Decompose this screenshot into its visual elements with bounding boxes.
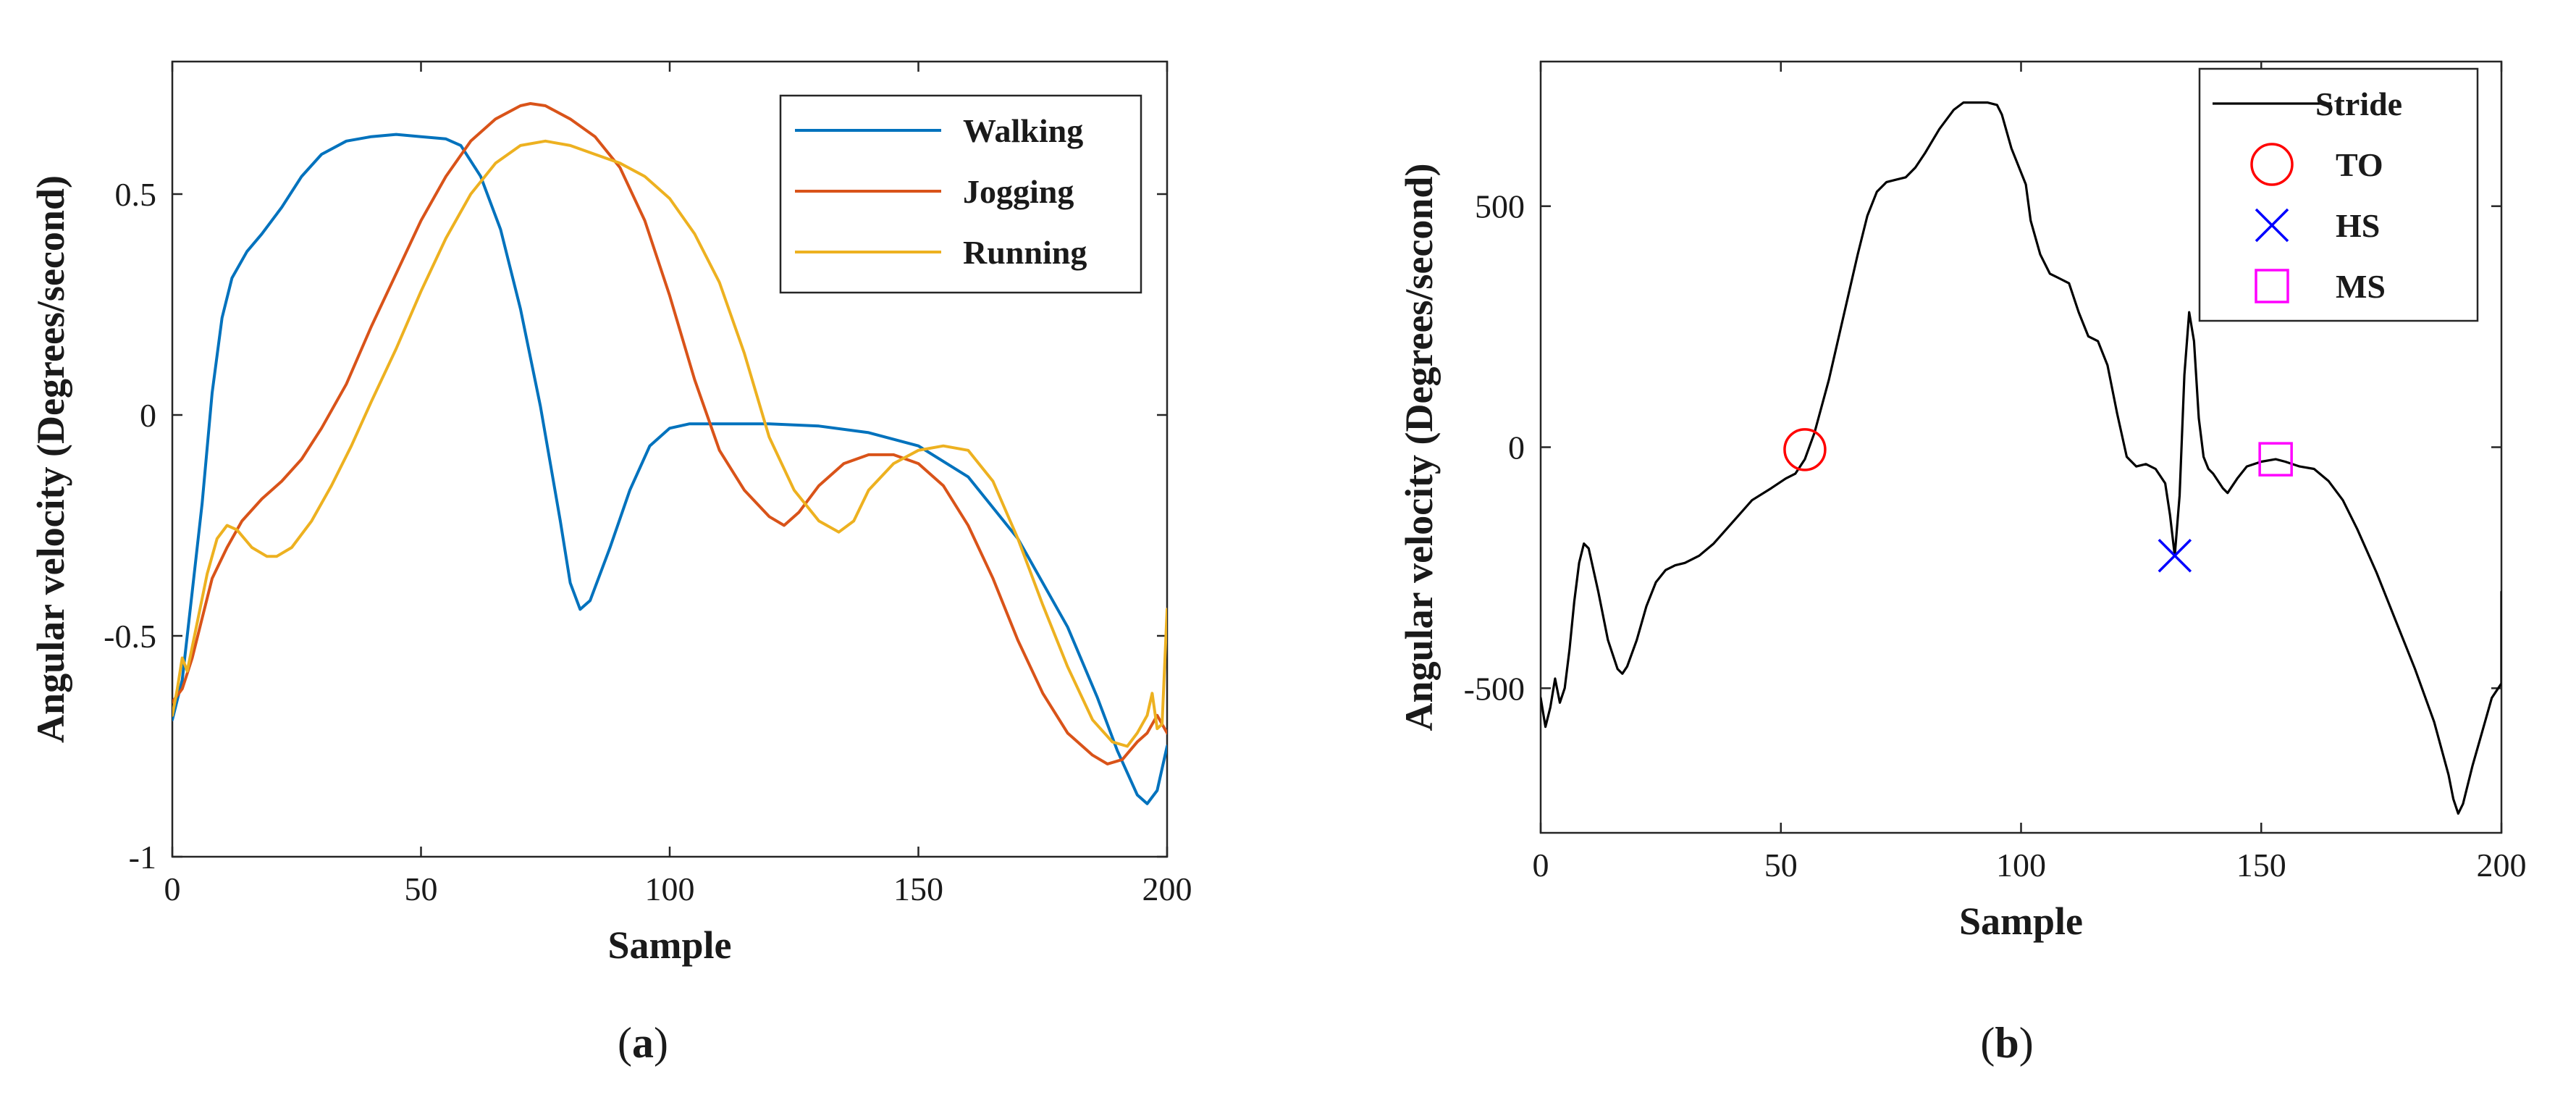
series-line-stride (1541, 101, 2501, 815)
y-axis-label: Angular velocity (Degrees/second) (29, 175, 72, 743)
y-tick-label: 0 (140, 397, 156, 434)
panel-label-a: (a) (618, 1019, 668, 1067)
y-axis-label: Angular velocity (Degrees/second) (1397, 164, 1441, 731)
x-tick-label: 0 (1533, 847, 1549, 884)
y-tick-label: 500 (1475, 188, 1525, 225)
x-tick-label: 150 (2236, 847, 2286, 884)
marker-ms (2258, 442, 2293, 477)
y-tick-label: -0.5 (104, 618, 156, 655)
legend-marker-ms (2255, 269, 2289, 303)
y-tick-label: 0.5 (115, 176, 157, 213)
legend-marker-hs (2255, 208, 2289, 243)
x-axis-label: Sample (1959, 899, 2083, 943)
panel-label-b: (b) (1980, 1019, 2033, 1067)
x-tick-label: 0 (164, 870, 181, 907)
legend: Stride TO HS MS (2198, 67, 2479, 322)
x-tick-label: 100 (645, 870, 695, 907)
series-line-walking (172, 133, 1167, 805)
legend-label-jogging: Jogging (963, 173, 1074, 210)
legend-label-walking: Walking (963, 112, 1083, 149)
x-axis-label: Sample (607, 923, 731, 967)
y-tick-label: -1 (129, 839, 156, 876)
marker-hs-stroke-b (2158, 539, 2192, 573)
legend-marker-hs-stroke-b (2255, 208, 2289, 243)
legend-box (779, 94, 1142, 294)
marker-to (1783, 428, 1827, 471)
y-tick-label: 0 (1508, 429, 1525, 466)
x-tick-label: 200 (2477, 847, 2527, 884)
legend-label-stride: Stride (2315, 85, 2402, 122)
legend-marker-to (2250, 143, 2294, 186)
marker-hs (2158, 539, 2192, 573)
series-line-jogging (172, 102, 1167, 765)
x-tick-label: 100 (1996, 847, 2046, 884)
legend-label-ms: MS (2336, 268, 2386, 305)
legend: Walking Jogging Running (779, 94, 1142, 294)
legend-box (2198, 67, 2479, 322)
x-tick-label: 150 (893, 870, 943, 907)
x-tick-label: 200 (1142, 870, 1192, 907)
chart-panel-b: 0 50 100 150 200 -500 0 500 Sample Angular veloci… (1397, 60, 2527, 1067)
x-tick-label: 50 (405, 870, 438, 907)
chart-panel-a: 0 50 100 150 200 -1 -0.5 0 0.5 Sample Angular velo… (29, 60, 1192, 1067)
y-tick-label: -500 (1464, 670, 1525, 707)
legend-label-hs: HS (2336, 207, 2380, 244)
series-line-running (172, 139, 1167, 748)
legend-label-to: TO (2336, 146, 2383, 183)
x-tick-label: 50 (1764, 847, 1798, 884)
legend-label-running: Running (963, 234, 1087, 271)
